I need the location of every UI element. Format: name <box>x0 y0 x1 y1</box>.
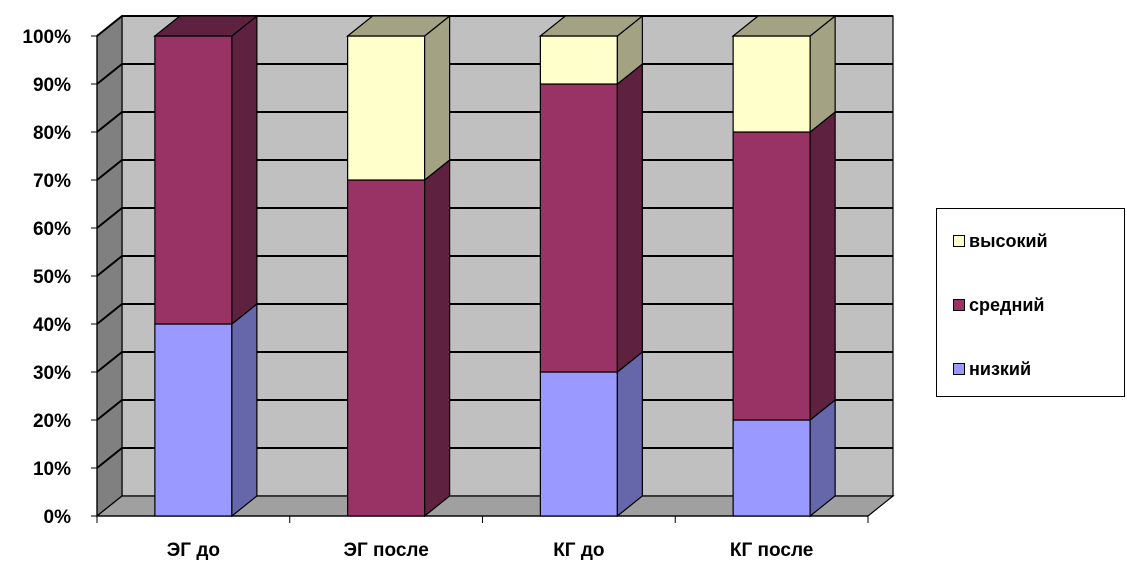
bars <box>153 14 837 518</box>
x-tick-label: ЭГ после <box>343 540 428 561</box>
y-tick-label: 20% <box>33 411 71 432</box>
legend-swatch-nizkiy <box>953 363 965 375</box>
legend-label-vysokiy: высокий <box>969 230 1048 251</box>
bar-3-низкий-front <box>732 419 811 517</box>
bar-3-средний-front <box>732 131 811 421</box>
bar-2-средний-side <box>616 62 643 374</box>
x-tick-label: КГ после <box>730 540 813 561</box>
y-tick-label: 90% <box>33 75 71 96</box>
bar-3-высокий-front <box>732 35 811 133</box>
bar-2-высокий-top <box>538 15 645 37</box>
legend: высокий средний низкий <box>936 208 1125 397</box>
legend-item-sredniy: средний <box>953 295 1044 315</box>
bar-2-низкий-side <box>616 350 643 518</box>
bar-3-высокий-top <box>731 15 837 37</box>
bar-0-средний-side <box>231 14 258 326</box>
bar-0-низкий-side <box>231 302 258 518</box>
bar-2-высокий-front <box>539 35 618 85</box>
bar-0-средний-front <box>154 35 233 325</box>
x-tick-label: ЭГ до <box>167 540 220 561</box>
y-tick-label: 30% <box>33 363 71 384</box>
y-tick-label: 70% <box>33 171 71 192</box>
bar-2-средний-front <box>539 83 618 373</box>
y-tick-label: 80% <box>33 123 71 144</box>
bar-0-средний-top <box>153 15 259 37</box>
legend-item-vysokiy: высокий <box>953 231 1048 251</box>
y-tick-label: 0% <box>44 507 72 528</box>
bar-1-средний-front <box>347 179 426 517</box>
bar-1-средний-side <box>424 158 451 518</box>
bar-2-низкий-front <box>539 371 618 517</box>
x-tick-label: КГ до <box>553 540 604 561</box>
bar-0-низкий-front <box>154 323 233 517</box>
y-tick-label: 10% <box>33 459 71 480</box>
legend-item-nizkiy: низкий <box>953 359 1031 379</box>
bar-1-высокий-side <box>424 14 451 182</box>
y-tick-label: 60% <box>33 219 71 240</box>
legend-swatch-sredniy <box>953 299 965 311</box>
legend-label-sredniy: средний <box>969 294 1045 315</box>
bar-1-высокий-top <box>345 15 452 37</box>
legend-swatch-vysokiy <box>953 235 965 247</box>
y-tick-label: 50% <box>33 267 71 288</box>
legend-label-nizkiy: низкий <box>969 358 1032 379</box>
y-tick-label: 40% <box>33 315 71 336</box>
x-axis-tick-labels: ЭГ до ЭГ после КГ до КГ после <box>167 540 814 561</box>
y-tick-label: 100% <box>22 27 71 48</box>
bar-3-средний-side <box>809 110 836 422</box>
bar-1-высокий-front <box>347 35 426 181</box>
y-axis-tick-labels: 0% 10% 20% 30% 40% 50% 60% 70% 80% 90% 100% <box>22 27 71 528</box>
